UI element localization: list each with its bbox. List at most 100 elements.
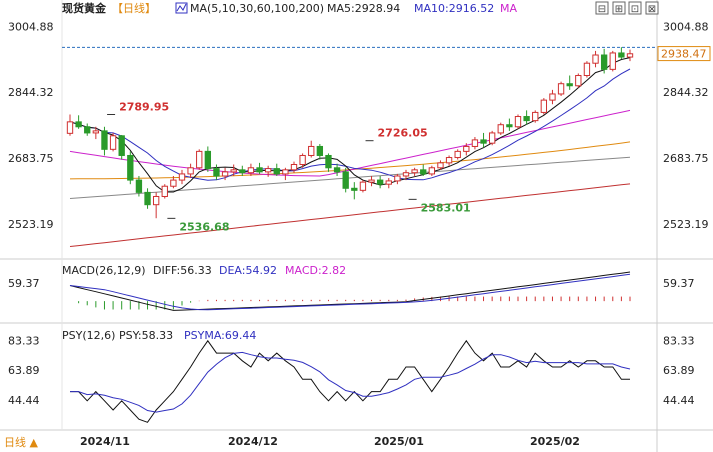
candle-body-59 [575, 75, 582, 87]
candle-body-21 [247, 167, 255, 174]
candle-body-52 [514, 116, 522, 128]
candle-body-30 [325, 154, 332, 169]
candle-body-43 [437, 162, 444, 169]
candle-body-50 [497, 124, 504, 134]
candle-body-16 [204, 150, 212, 170]
psy-label: PSY(12,6) [62, 329, 115, 342]
last-price-label: 2938.47 [661, 48, 707, 61]
candle-body-7 [127, 154, 134, 181]
candle-body-33 [351, 187, 358, 191]
candle-body-60 [583, 62, 591, 77]
candle-body-46 [463, 145, 470, 152]
candle-body-35 [368, 179, 375, 183]
candle-body-10 [152, 195, 160, 206]
annotation-2: 2726.05 [378, 127, 428, 140]
toolbar-button-3[interactable]: ⊡ [628, 1, 642, 15]
price-tick-right-1: 2844.32 [663, 86, 709, 99]
candle-body-24 [273, 168, 280, 175]
psy-tick-right-0: 83.33 [663, 334, 695, 347]
price-tick-left-2: 2683.75 [8, 152, 54, 165]
time-tick-0: 2024/11 [80, 435, 130, 448]
candle-body-48 [480, 139, 487, 144]
candle-body-28 [308, 145, 315, 156]
toolbar-button-1[interactable]: ⊟ [595, 1, 609, 15]
candle-body-20 [239, 169, 246, 174]
psy-tick-left-0: 83.33 [8, 334, 40, 347]
ma60-line [69, 141, 631, 180]
toolbar-glyph-3: ⊡ [631, 4, 639, 15]
price-tick-right-0: 3004.88 [663, 20, 709, 33]
price-tick-right-2: 2683.75 [663, 152, 709, 165]
candle-body-44 [445, 157, 453, 164]
toolbar-icon-3 [628, 1, 642, 15]
psy-tick-left-1: 63.89 [8, 364, 40, 377]
annotation-1: 2536.68 [179, 220, 229, 233]
macd-diff-line [69, 271, 631, 311]
macd-tick-left: 59.37 [8, 277, 40, 290]
ma-settings-icon-glyph [176, 3, 187, 12]
price-tick-left-3: 2523.19 [8, 218, 54, 231]
price-tick-left-1: 2844.32 [8, 86, 54, 99]
candle-body-58 [566, 83, 573, 87]
psyma-line [70, 351, 631, 413]
candle-body-13 [178, 173, 186, 181]
candle-body-40 [411, 169, 418, 174]
macd-tick-right: 59.37 [663, 277, 695, 290]
candle-body-62 [600, 54, 608, 70]
time-tick-1: 2024/12 [228, 435, 278, 448]
toolbar-icon-4 [645, 1, 659, 15]
candle-body-34 [359, 181, 367, 191]
candle-body-23 [264, 168, 272, 173]
candle-body-4 [101, 130, 108, 150]
ma10-value: MA10:2916.52 [414, 2, 494, 15]
candle-body-19 [230, 169, 237, 173]
macd-label: MACD(26,12,9) [62, 264, 146, 277]
candle-body-45 [454, 150, 461, 159]
candle-body-1 [75, 121, 82, 128]
candle-body-8 [135, 179, 143, 193]
toolbar-glyph-4: ⊠ [648, 4, 656, 15]
macd-diff: DIFF:56.33 [153, 264, 212, 277]
ma200-line [69, 183, 631, 247]
ma10-line [69, 68, 631, 181]
candle-body-54 [532, 111, 539, 122]
toolbar-button-2[interactable]: ⊞ [612, 1, 626, 15]
candle-body-11 [161, 185, 168, 197]
candle-body-22 [256, 167, 263, 173]
annotation-0: 2789.95 [119, 100, 169, 113]
candle-body-53 [523, 116, 530, 122]
candle-body-47 [471, 139, 479, 147]
candle-body-51 [506, 124, 513, 128]
last-price-box [657, 46, 711, 62]
macd-dea: DEA:54.92 [219, 264, 277, 277]
macd-macd: MACD:2.82 [285, 264, 346, 277]
candle-body-9 [144, 191, 151, 206]
candle-body-55 [540, 99, 548, 113]
candle-body-26 [290, 164, 298, 171]
ma30-line [69, 109, 631, 177]
annotation-3: 2583.01 [421, 201, 471, 214]
candle-body-56 [549, 93, 556, 101]
psy-line [70, 339, 630, 423]
toolbar-button-4[interactable]: ⊠ [645, 1, 659, 15]
price-tick-right-3: 2523.19 [663, 218, 709, 231]
symbol-title: 现货黄金 [62, 1, 107, 15]
candle-body-25 [282, 169, 289, 175]
candle-body-18 [221, 171, 229, 177]
candle-body-63 [609, 52, 616, 70]
price-tick-left-0: 3004.88 [8, 20, 54, 33]
psy-tick-right-2: 44.44 [663, 394, 695, 407]
candle-body-31 [333, 167, 341, 173]
ma-more-value: MA [500, 2, 517, 15]
candle-body-29 [316, 145, 324, 156]
candle-body-2 [84, 126, 91, 134]
ma-label: MA(5,10,30,60,100,200) [190, 2, 324, 15]
candle-body-27 [299, 154, 306, 166]
candle-body-38 [394, 175, 401, 182]
period-button[interactable]: 日线 ▲ [4, 435, 38, 449]
toolbar-icon-1 [595, 1, 609, 15]
candle-body-64 [618, 52, 625, 58]
candle-body-37 [385, 180, 392, 185]
candle-body-17 [213, 168, 220, 177]
